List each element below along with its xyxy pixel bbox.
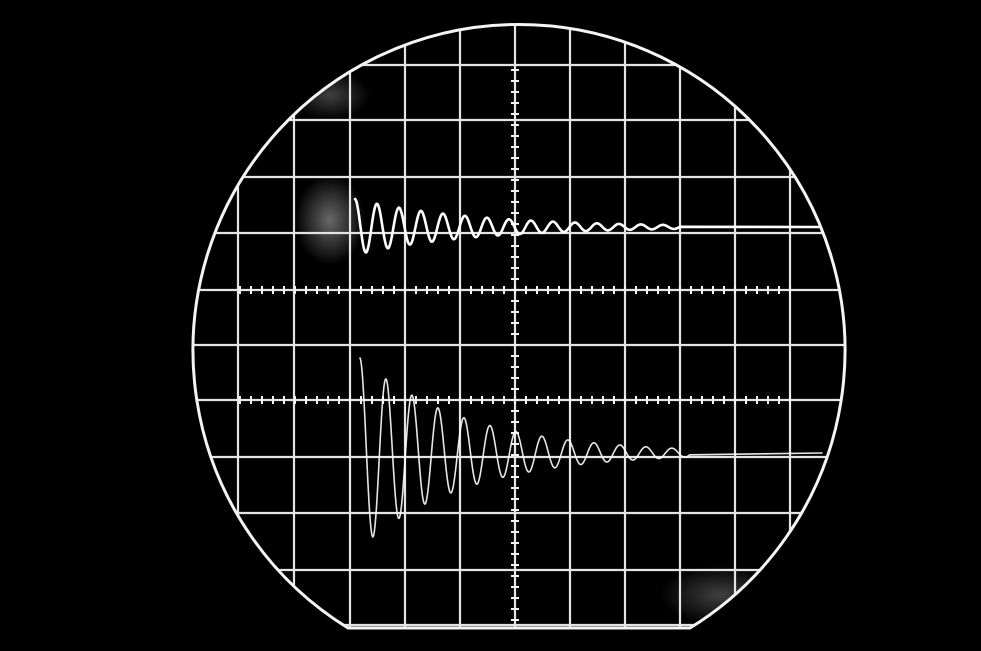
reflection-glow: [295, 175, 365, 265]
graticule-ticks: [239, 69, 791, 621]
lower-trace: [359, 357, 823, 538]
upper-trace: [353, 197, 822, 254]
crt-bezel-outline: [191, 23, 847, 630]
